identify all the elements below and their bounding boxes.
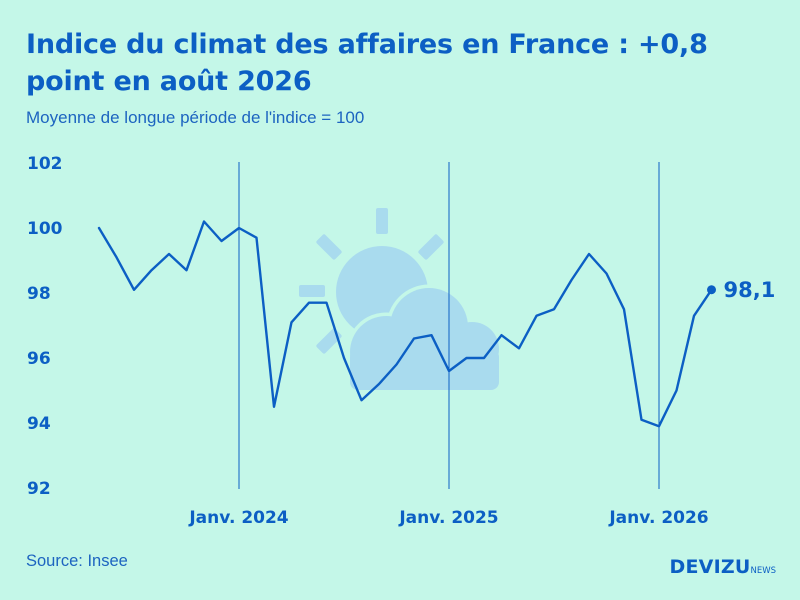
x-tick-label: Janv. 2024 bbox=[188, 508, 288, 528]
chart-title: Indice du climat des affaires en France … bbox=[26, 29, 708, 97]
last-value-label: 98,1 bbox=[724, 278, 776, 302]
chart-subtitle: Moyenne de longue période de l'indice = … bbox=[26, 108, 365, 127]
last-value-marker bbox=[707, 285, 716, 295]
y-tick-label: 98 bbox=[27, 284, 51, 304]
y-tick-label: 102 bbox=[27, 154, 63, 174]
y-tick-label: 96 bbox=[27, 349, 51, 369]
series-line bbox=[97, 220, 713, 428]
y-tick-label: 100 bbox=[27, 219, 63, 239]
source-note: Source: Insee bbox=[26, 552, 128, 570]
x-tick-label: Janv. 2026 bbox=[608, 508, 708, 528]
y-tick-label: 94 bbox=[27, 414, 51, 434]
y-tick-label: 92 bbox=[27, 479, 51, 499]
x-tick-label: Janv. 2025 bbox=[398, 508, 498, 528]
brand-logo: DEVIZUNEWS bbox=[670, 556, 776, 578]
brand-suffix: NEWS bbox=[750, 566, 776, 576]
brand-name: DEVIZU bbox=[669, 556, 751, 578]
